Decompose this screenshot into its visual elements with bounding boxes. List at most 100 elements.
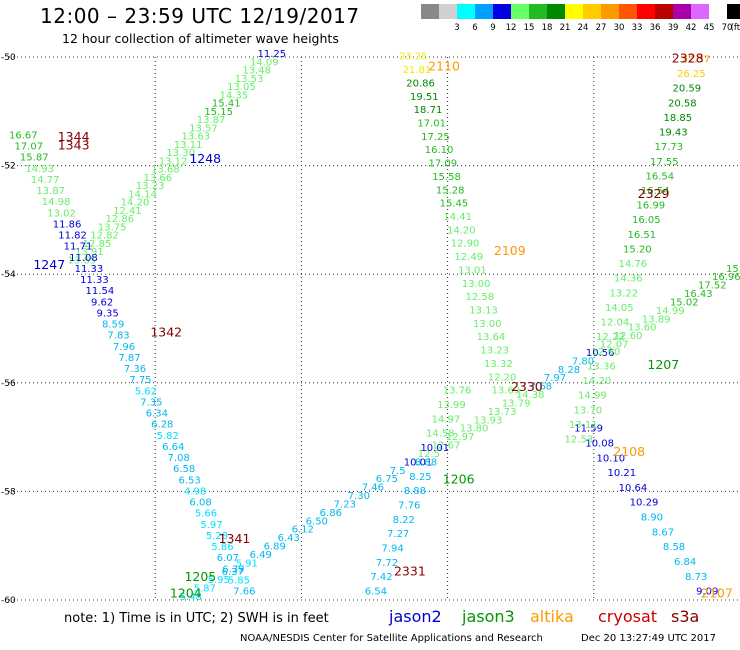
- swh-value-label: 12.90: [451, 239, 480, 250]
- color-scale-swatch: [493, 4, 511, 19]
- swh-value-label: 10.08: [585, 438, 614, 449]
- swh-value-label: 14.20: [447, 225, 476, 236]
- swh-value-label: 18.85: [664, 113, 693, 124]
- swh-value-label: 20.86: [406, 78, 435, 89]
- swh-value-label: 7.23: [334, 499, 356, 510]
- legend-item-s3a: s3a: [671, 607, 700, 626]
- swh-value-label: 8.28: [558, 365, 580, 376]
- legend-item-jason3: jason3: [462, 607, 515, 626]
- color-scale-label: 27: [595, 23, 607, 33]
- swh-value-label: 7.46: [362, 483, 384, 494]
- swh-value-label: 14.76: [619, 259, 648, 270]
- swh-value-label: 13.64: [477, 332, 506, 343]
- swh-value-label: 5.95: [208, 575, 230, 586]
- swh-value-label: 6.86: [320, 508, 342, 519]
- swh-value-label: 7.35: [140, 397, 162, 408]
- swh-value-label: 7.30: [348, 491, 370, 502]
- swh-value-label: 14.20: [121, 198, 150, 209]
- swh-value-label: 12.67: [432, 441, 461, 452]
- color-scale-swatch: [673, 4, 691, 19]
- swh-value-label: 21.81: [403, 65, 432, 76]
- swh-value-label: 13.12: [159, 156, 188, 167]
- swh-value-label: 6.50: [306, 516, 328, 527]
- swh-value-label: 14.97: [432, 414, 461, 425]
- swh-value-label: 6.89: [264, 542, 286, 553]
- swh-value-label: 13.91: [75, 247, 104, 258]
- swh-value-label: 13.69: [491, 386, 520, 397]
- swh-value-label: 13.00: [462, 279, 491, 290]
- swh-value-label: 6.53: [178, 475, 200, 486]
- footer-note: note: 1) Time is in UTC; 2) SWH is in fe…: [64, 611, 329, 626]
- pass-time-label: 2331: [394, 564, 426, 579]
- swh-value-label: 11.33: [80, 275, 109, 286]
- swh-value-label: 15.90: [726, 264, 740, 275]
- swh-value-label: 10.64: [619, 483, 648, 494]
- swh-value-label: 17.73: [655, 142, 684, 153]
- swh-value-label: 7.66: [233, 587, 255, 598]
- pass-time-label: 2108: [613, 444, 645, 459]
- color-scale-swatch: [457, 4, 475, 19]
- swh-value-label: 14.05: [605, 303, 634, 314]
- swh-value-label: 7.27: [387, 529, 409, 540]
- page-subtitle: 12 hour collection of altimeter wave hei…: [62, 31, 339, 46]
- swh-value-label: 14.99: [578, 391, 607, 402]
- pass-time-label: 1247: [33, 257, 65, 272]
- swh-value-label: 27.37: [682, 54, 711, 65]
- swh-value-label: 13.00: [473, 319, 502, 330]
- swh-value-label: 13.70: [574, 405, 603, 416]
- swh-value-label: 6.08: [189, 498, 211, 509]
- pass-time-label: 1204: [170, 585, 202, 600]
- swh-value-label: 12.82: [90, 231, 119, 242]
- swh-value-label: 13.53: [235, 74, 264, 85]
- swh-value-label: 14.35: [220, 90, 249, 101]
- swh-value-label: 6.43: [278, 533, 300, 544]
- swh-value-label: 15.45: [440, 199, 469, 210]
- color-scale-swatch: [583, 4, 601, 19]
- color-scale-label: 18: [541, 23, 553, 33]
- swh-value-label: 10.10: [596, 453, 625, 464]
- pass-time-label: 1344: [58, 129, 90, 144]
- swh-value-label: 15.58: [432, 172, 461, 183]
- swh-value-label: 12.97: [446, 432, 475, 443]
- color-scale-swatch: [727, 4, 740, 19]
- credit-text: NOAA/NESDIS Center for Satellite Applica…: [240, 633, 543, 644]
- swh-value-label: 14.58: [426, 429, 455, 440]
- pass-time-label: 1248: [189, 151, 221, 166]
- swh-value-label: 8.88: [415, 457, 437, 468]
- swh-value-label: 16.99: [637, 201, 666, 212]
- swh-value-label: 14.20: [583, 376, 612, 387]
- swh-value-label: 13.79: [502, 398, 531, 409]
- swh-value-label: 12.5: [418, 449, 440, 460]
- swh-value-label: 8.58: [663, 542, 685, 553]
- swh-value-label: 16.54: [641, 186, 670, 197]
- swh-value-label: 13.13: [469, 306, 498, 317]
- swh-value-label: 8.59: [102, 320, 124, 331]
- swh-value-label: 9.35: [96, 308, 118, 319]
- wave-height-chart: -50-52-54-56-58-6013513814114414715013.6…: [1, 49, 740, 605]
- swh-value-label: 13.63: [182, 132, 211, 143]
- swh-value-label: 12.58: [466, 292, 495, 303]
- swh-value-label: 12.41: [113, 206, 142, 217]
- y-tick-label: -52: [1, 162, 16, 172]
- color-scale-label: 36: [649, 23, 661, 33]
- swh-value-label: 15.15: [204, 107, 233, 118]
- color-scale-label: 30: [613, 23, 625, 33]
- swh-value-label: 5.97: [200, 520, 222, 531]
- swh-value-label: 13.87: [36, 186, 65, 197]
- color-scale-swatch: [547, 4, 565, 19]
- swh-value-label: 11.25: [258, 49, 287, 60]
- swh-value-label: 12.85: [83, 239, 112, 250]
- generated-timestamp: Dec 20 13:27:49 UTC 2017: [581, 633, 716, 644]
- swh-value-label: 13.99: [437, 400, 466, 411]
- pass-time-label: 2110: [428, 59, 460, 74]
- swh-value-label: 14.99: [656, 306, 685, 317]
- swh-value-label: 9.09: [696, 587, 718, 598]
- swh-value-label: 16.05: [632, 215, 661, 226]
- y-tick-label: -50: [1, 53, 16, 63]
- swh-value-label: 7.5: [390, 466, 406, 477]
- swh-value-label: 5.82: [157, 431, 179, 442]
- pass-time-label: 1206: [443, 471, 475, 486]
- swh-value-label: 7.36: [124, 364, 146, 375]
- swh-value-label: 17.25: [421, 132, 450, 143]
- swh-value-label: 13.36: [587, 361, 616, 372]
